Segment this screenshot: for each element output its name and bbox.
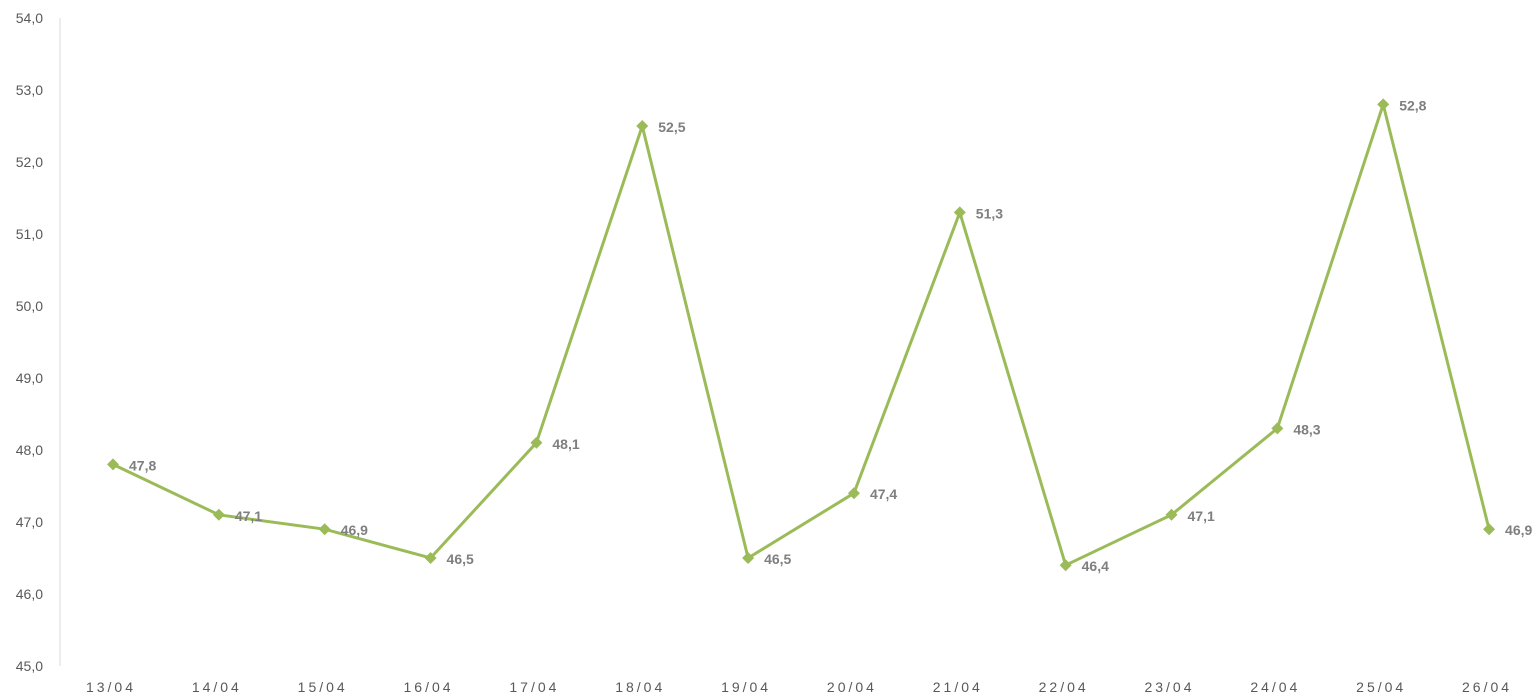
y-tick-labels: 45,0 46,0 47,0 48,0 49,0 50,0 51,0 52,0 53,0 54,0 bbox=[16, 10, 43, 674]
data-label: 51,3 bbox=[976, 205, 1003, 221]
y-tick-label: 45,0 bbox=[16, 658, 43, 674]
series-line-layer bbox=[112, 98, 1491, 568]
x-tick-label: 24/04 bbox=[1250, 679, 1300, 695]
data-labels: 47,8 47,1 46,9 46,5 48,1 52,5 46,5 47,4 51,3 46,4… bbox=[129, 97, 1533, 574]
x-tick-label: 14/04 bbox=[192, 679, 242, 695]
x-tick-label: 25/04 bbox=[1356, 679, 1406, 695]
x-tick-labels: 13/04 14/04 15/04 16/04 17/04 18/04 19/04 20/04… bbox=[86, 679, 1512, 695]
data-point-marker bbox=[847, 487, 860, 500]
data-point-marker bbox=[636, 120, 649, 132]
y-tick-label: 47,0 bbox=[16, 514, 43, 530]
data-label: 46,5 bbox=[447, 551, 474, 567]
data-point-marker bbox=[107, 458, 119, 471]
y-tick-label: 52,0 bbox=[16, 154, 43, 170]
data-point-marker bbox=[1483, 523, 1496, 536]
data-point-marker bbox=[1377, 98, 1390, 111]
y-tick-label: 48,0 bbox=[16, 442, 43, 458]
data-point-marker bbox=[953, 206, 966, 219]
x-tick-label: 13/04 bbox=[86, 679, 136, 695]
data-point-marker bbox=[318, 523, 331, 536]
y-tick-label: 46,0 bbox=[16, 586, 43, 602]
data-label: 52,5 bbox=[658, 119, 685, 135]
data-label: 46,5 bbox=[764, 551, 791, 567]
x-tick-label: 20/04 bbox=[827, 679, 877, 695]
data-point-marker bbox=[1165, 508, 1178, 521]
x-tick-label: 16/04 bbox=[404, 679, 454, 695]
y-tick-label: 50,0 bbox=[16, 298, 43, 314]
data-label: 46,4 bbox=[1082, 558, 1109, 574]
x-tick-label: 21/04 bbox=[933, 679, 983, 695]
data-label: 47,8 bbox=[129, 457, 156, 473]
y-tick-label: 54,0 bbox=[16, 10, 43, 26]
data-label: 47,4 bbox=[870, 486, 897, 502]
data-point-marker bbox=[424, 552, 437, 564]
data-label: 46,9 bbox=[341, 522, 368, 538]
x-tick-label: 26/04 bbox=[1462, 679, 1512, 695]
data-label: 48,3 bbox=[1293, 421, 1320, 437]
data-point-marker bbox=[1059, 559, 1072, 572]
series-markers bbox=[107, 98, 1496, 572]
x-tick-label: 18/04 bbox=[615, 679, 665, 695]
x-tick-label: 15/04 bbox=[298, 679, 348, 695]
data-point-marker bbox=[1271, 422, 1284, 435]
data-label: 52,8 bbox=[1399, 97, 1426, 113]
y-tick-label: 51,0 bbox=[16, 226, 43, 242]
series-line bbox=[112, 98, 1491, 568]
y-tick-label: 53,0 bbox=[16, 82, 43, 98]
y-tick-label: 49,0 bbox=[16, 370, 43, 386]
data-label: 48,1 bbox=[552, 436, 579, 452]
data-label: 46,9 bbox=[1505, 522, 1532, 538]
x-tick-label: 17/04 bbox=[509, 679, 559, 695]
x-tick-label: 23/04 bbox=[1144, 679, 1194, 695]
data-point-marker bbox=[212, 508, 225, 521]
data-label: 47,1 bbox=[1188, 508, 1215, 524]
x-tick-label: 22/04 bbox=[1039, 679, 1089, 695]
data-label: 47,1 bbox=[235, 508, 262, 524]
data-point-marker bbox=[742, 552, 755, 564]
x-tick-label: 19/04 bbox=[721, 679, 771, 695]
data-point-marker bbox=[530, 436, 543, 449]
